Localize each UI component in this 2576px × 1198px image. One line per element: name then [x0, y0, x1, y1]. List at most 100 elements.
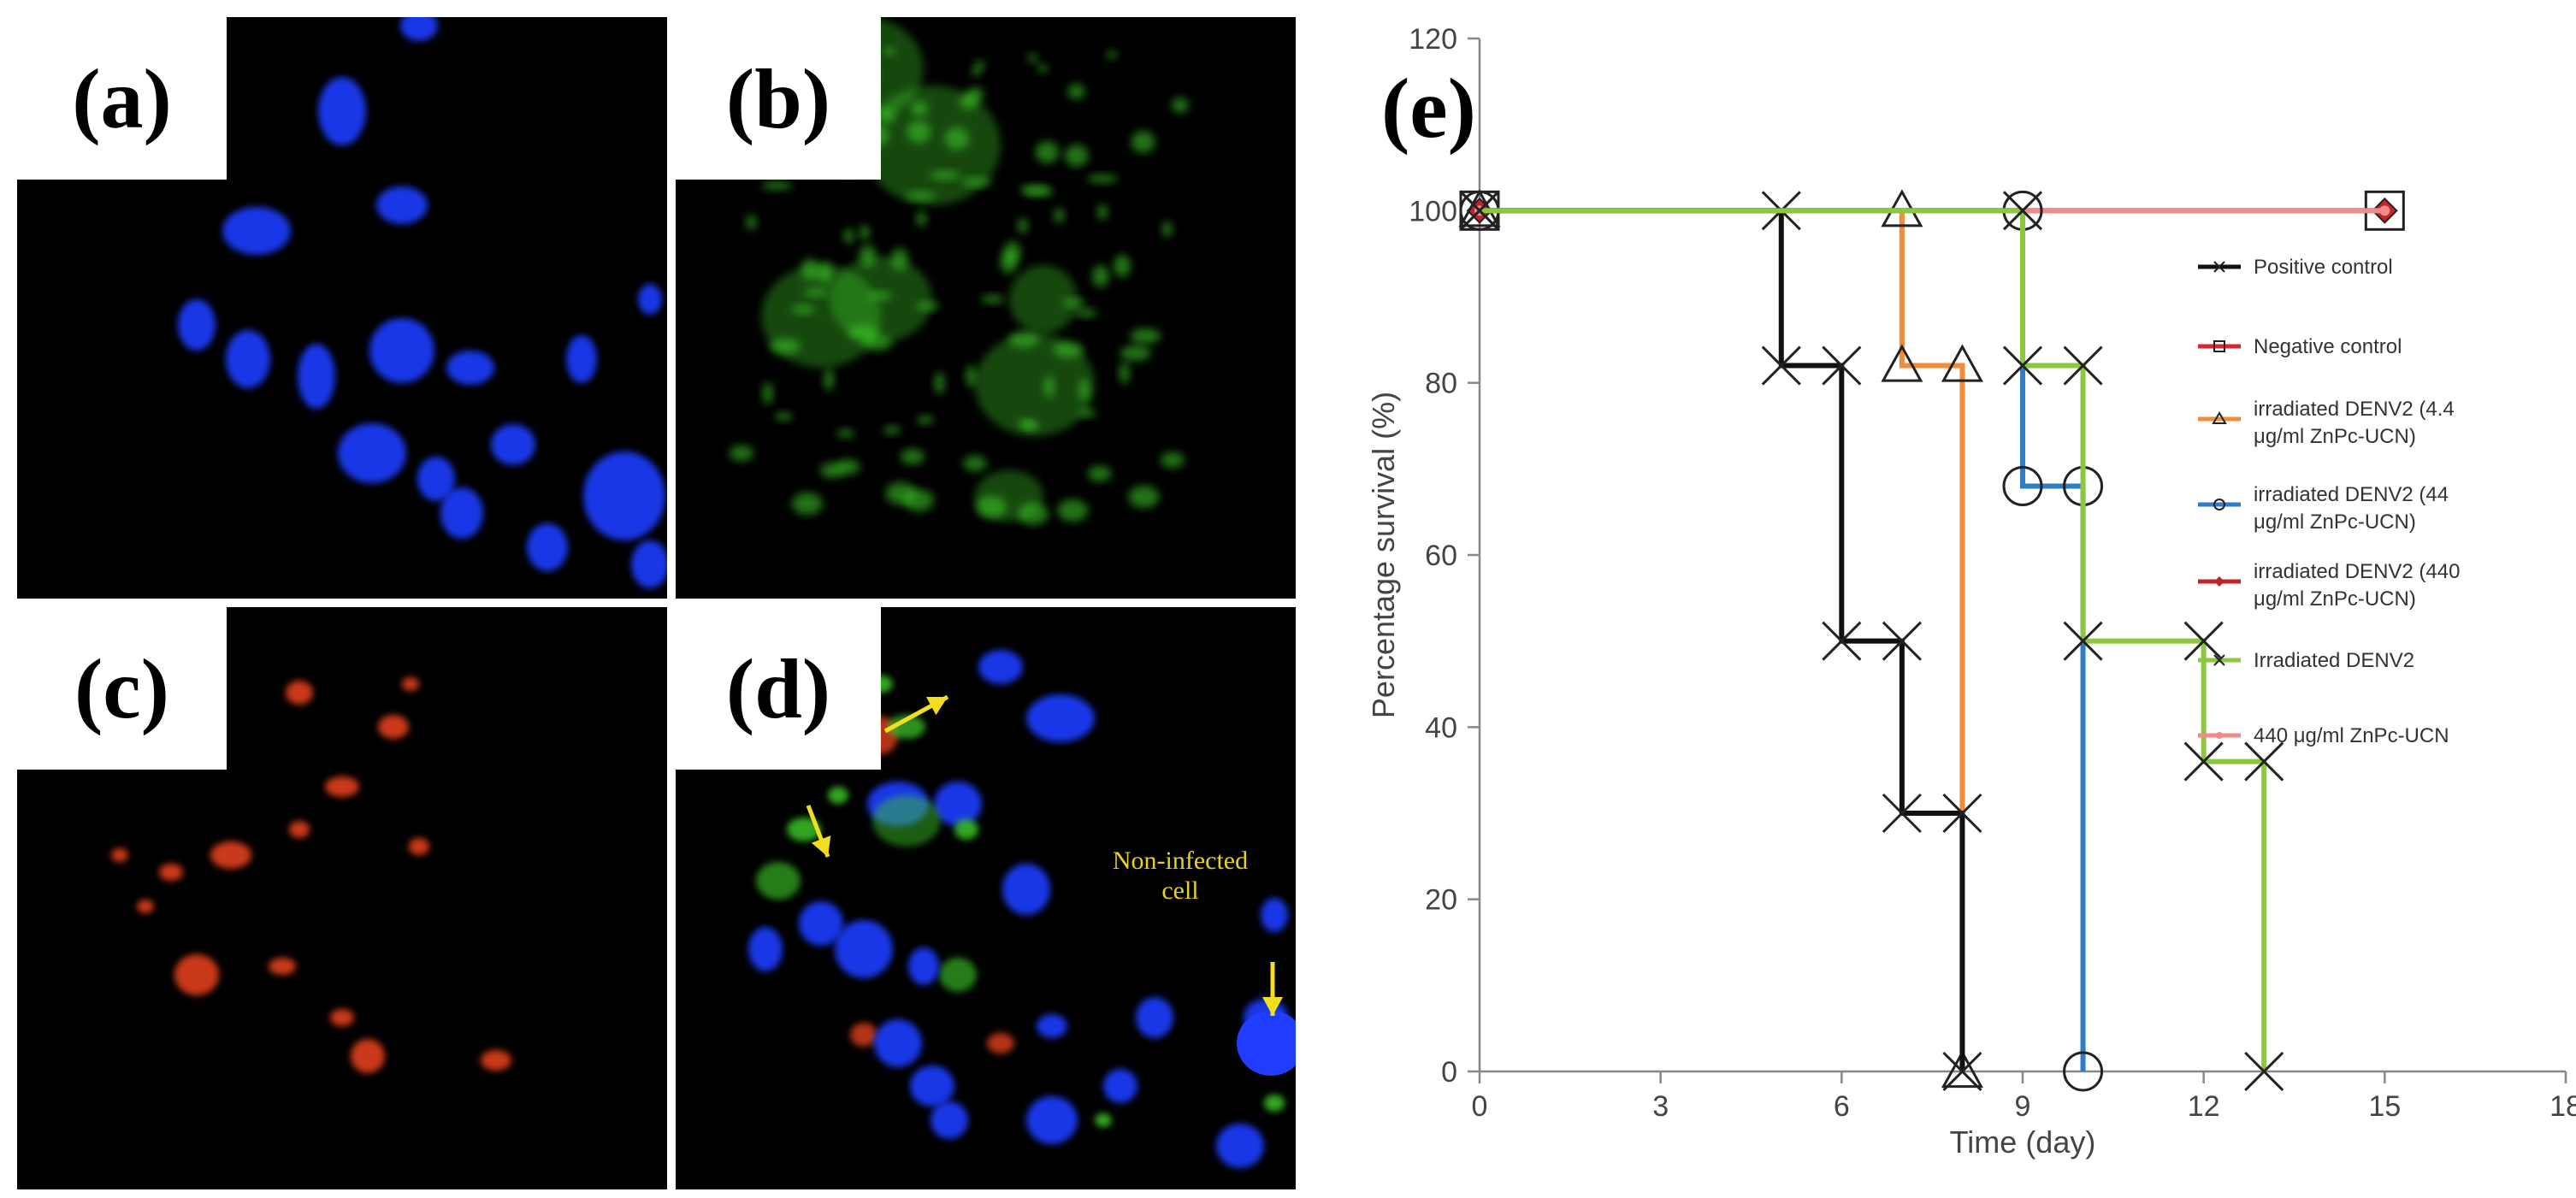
cell-blob	[446, 351, 494, 385]
cell-blob	[1120, 345, 1151, 361]
cell-blob	[971, 68, 982, 76]
cell-blob	[916, 416, 934, 424]
cell-blob	[850, 1023, 877, 1047]
cell-blob	[939, 958, 977, 992]
legend-item-5: Irradiated DENV2	[2198, 649, 2414, 672]
cell-blob	[338, 423, 406, 483]
cell-blob	[269, 958, 296, 975]
cell-blob	[1119, 362, 1130, 384]
data-point	[1761, 345, 1801, 386]
cell-blob	[325, 776, 359, 797]
cell-blob	[289, 821, 310, 838]
cell-blob	[1037, 1014, 1067, 1038]
cell-blob	[1009, 265, 1078, 333]
cell-blob	[910, 1065, 954, 1107]
panel-d-label: (d)	[676, 607, 881, 770]
cell-blob	[1161, 221, 1173, 237]
y-tick-label: 120	[1409, 23, 1457, 56]
data-point	[1941, 1049, 1983, 1089]
data-point	[2183, 741, 2224, 782]
cell-blob	[491, 424, 535, 465]
cell-blob	[746, 215, 757, 230]
cell-blob	[954, 819, 978, 840]
cell-blob	[1136, 997, 1173, 1038]
x-axis-title: Time (day)	[1950, 1124, 2096, 1160]
cell-blob	[859, 225, 870, 240]
legend-marker	[2212, 411, 2227, 424]
y-tick-label: 0	[1441, 1056, 1457, 1089]
cell-blob	[1261, 898, 1288, 932]
panel-d-merged-image: (d) Non-infected cell	[676, 607, 1296, 1189]
y-axis-title: Percentage survival (%)	[1366, 392, 1401, 718]
series-5	[1459, 191, 2284, 1092]
cell-blob	[351, 1039, 385, 1073]
cell-blob	[916, 211, 927, 227]
cell-blob	[1054, 208, 1065, 223]
data-point	[1882, 793, 1922, 834]
cell-blob	[1035, 141, 1060, 163]
cell-blob	[409, 838, 429, 855]
cell-blob	[756, 862, 801, 900]
cell-blob	[1131, 131, 1155, 153]
cell-blob	[330, 1009, 354, 1026]
panel-c-label: (c)	[17, 607, 227, 770]
cell-blob	[966, 365, 977, 387]
legend-item-0: Positive control	[2198, 256, 2393, 279]
cell-blob	[369, 318, 434, 383]
data-point	[1822, 621, 1862, 661]
cell-blob	[1026, 694, 1095, 742]
cell-blob	[1087, 466, 1112, 481]
data-point	[2063, 1051, 2104, 1092]
panel-d-annotation: Non-infected cell	[1086, 847, 1274, 906]
cell-blob	[729, 446, 753, 461]
x-tick-label: 3	[1652, 1090, 1669, 1123]
cell-blob	[222, 207, 291, 255]
legend-label: Positive control	[2254, 256, 2393, 279]
cell-blob	[975, 333, 1095, 436]
x-tick-label: 9	[2015, 1090, 2031, 1123]
cell-blob	[974, 61, 985, 69]
cell-blob	[1037, 64, 1049, 73]
x-tick-label: 6	[1834, 1090, 1850, 1123]
cell-blob	[286, 681, 313, 705]
legend-item-4: irradiated DENV2 (440 μg/ml ZnPc-UCN)	[2198, 560, 2460, 611]
legend-label-line2: μg/ml ZnPc-UCN)	[2254, 510, 2416, 534]
legend-label-line1: irradiated DENV2 (4.4	[2254, 398, 2455, 421]
cell-blob	[1128, 486, 1160, 508]
cell-blob	[1073, 309, 1098, 317]
arrow-upper	[883, 694, 949, 734]
cell-blob	[828, 787, 848, 804]
data-point	[2183, 621, 2224, 661]
x-tick-label: 12	[2188, 1090, 2220, 1123]
cell-blob	[1027, 54, 1038, 62]
cell-blob	[378, 715, 409, 739]
data-point	[1942, 793, 1982, 834]
cell-blob	[174, 954, 219, 995]
cell-blob	[638, 284, 662, 315]
cell-blob	[137, 900, 154, 913]
cell-blob	[903, 489, 935, 511]
cell-blob	[1000, 251, 1018, 274]
cell-blob	[934, 372, 945, 394]
panel-e-label: (e)	[1381, 61, 1476, 156]
legend-label-line2: μg/ml ZnPc-UCN)	[2254, 587, 2416, 611]
annotation-line1: Non-infected	[1112, 847, 1249, 875]
cell-blob	[1026, 1096, 1078, 1144]
cell-blob	[1017, 218, 1028, 233]
panel-a-label: (a)	[17, 17, 227, 180]
cell-blob	[835, 920, 893, 978]
cell-blob	[1022, 188, 1054, 197]
legend-item-1: Negative control	[2198, 335, 2402, 358]
data-point	[2002, 191, 2043, 231]
cell-blob	[978, 650, 1023, 684]
annotation-line2: cell	[1161, 876, 1199, 905]
cell-blob	[226, 330, 270, 388]
cell-blob	[298, 344, 335, 409]
legend-item-6: 440 μg/ml ZnPc-UCN	[2198, 724, 2449, 747]
data-point	[1942, 1051, 1982, 1092]
cell-blob	[1087, 174, 1119, 183]
cell-blob	[980, 295, 1005, 304]
cell-blob	[1114, 255, 1131, 277]
arrow-non-infected	[1262, 962, 1283, 1016]
